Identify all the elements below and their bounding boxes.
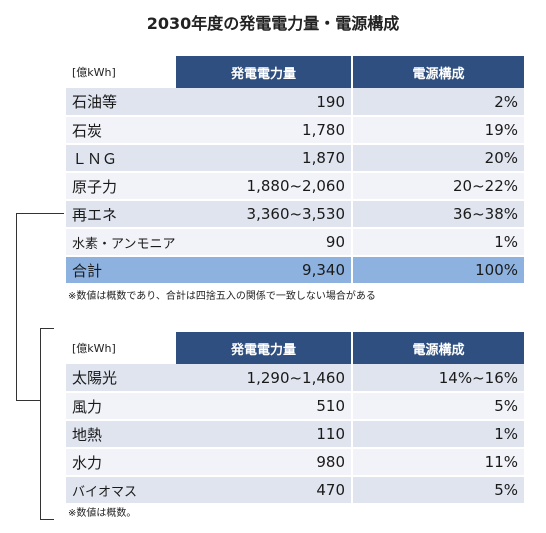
row-share: 1% <box>352 228 524 257</box>
row-name: バイオマス <box>66 476 176 505</box>
unit-label: [億kWh] <box>66 332 176 364</box>
table-row: 石炭 1,780 19% <box>66 116 524 145</box>
row-name: 石油等 <box>66 88 176 117</box>
row-name: 地熱 <box>66 420 176 449</box>
row-power: 1,870 <box>176 144 353 173</box>
table-header-row: [億kWh] 発電電力量 電源構成 <box>66 56 524 88</box>
row-share: 36~38% <box>352 200 524 229</box>
row-name: 原子力 <box>66 172 176 201</box>
row-power: 110 <box>176 420 353 449</box>
header-share: 電源構成 <box>352 332 524 364</box>
row-name: 再エネ <box>66 200 176 229</box>
bracket-connector <box>16 213 17 401</box>
row-share: 20~22% <box>352 172 524 201</box>
row-share: 11% <box>352 448 524 477</box>
table-row: 水力 980 11% <box>66 448 524 477</box>
total-share: 100% <box>352 256 524 285</box>
total-row: 合計 9,340 100% <box>66 256 524 285</box>
row-name: 水力 <box>66 448 176 477</box>
row-share: 20% <box>352 144 524 173</box>
unit-label: [億kWh] <box>66 56 176 88</box>
row-power: 1,880~2,060 <box>176 172 353 201</box>
header-power: 発電電力量 <box>176 56 353 88</box>
row-power: 980 <box>176 448 353 477</box>
table-row: 地熱 110 1% <box>66 420 524 449</box>
table2-note: ※数値は概数。 <box>68 508 137 519</box>
header-power: 発電電力量 <box>176 332 353 364</box>
power-mix-table: [億kWh] 発電電力量 電源構成 石油等 190 2% 石炭 1,780 19… <box>66 56 524 285</box>
row-power: 3,360~3,530 <box>176 200 353 229</box>
row-name: 太陽光 <box>66 364 176 393</box>
row-share: 1% <box>352 420 524 449</box>
total-name: 合計 <box>66 256 176 285</box>
bracket-breakdown <box>40 328 54 520</box>
row-power: 1,290~1,460 <box>176 364 353 393</box>
table-header-row: [億kWh] 発電電力量 電源構成 <box>66 332 524 364</box>
table-row: ＬＮＧ 1,870 20% <box>66 144 524 173</box>
row-share: 5% <box>352 476 524 505</box>
table-row: 石油等 190 2% <box>66 88 524 117</box>
row-name: 風力 <box>66 392 176 421</box>
row-name: ＬＮＧ <box>66 144 176 173</box>
bracket-top <box>16 213 64 214</box>
header-share: 電源構成 <box>352 56 524 88</box>
row-share: 5% <box>352 392 524 421</box>
row-power: 470 <box>176 476 353 505</box>
bracket-bottom <box>16 400 40 401</box>
row-share: 19% <box>352 116 524 145</box>
table-row: 原子力 1,880~2,060 20~22% <box>66 172 524 201</box>
table-row: 水素・アンモニア 90 1% <box>66 228 524 257</box>
table1-note: ※数値は概数であり、合計は四捨五入の関係で一致しない場合がある <box>68 291 376 302</box>
row-power: 510 <box>176 392 353 421</box>
table-row: バイオマス 470 5% <box>66 476 524 505</box>
row-name: 水素・アンモニア <box>66 228 176 257</box>
table-row: 太陽光 1,290~1,460 14%~16% <box>66 364 524 393</box>
row-power: 1,780 <box>176 116 353 145</box>
row-power: 90 <box>176 228 353 257</box>
row-share: 14%~16% <box>352 364 524 393</box>
total-power: 9,340 <box>176 256 353 285</box>
table-row: 風力 510 5% <box>66 392 524 421</box>
page-title: 2030年度の発電電力量・電源構成 <box>146 14 400 33</box>
table-row: 再エネ 3,360~3,530 36~38% <box>66 200 524 229</box>
renewables-breakdown-table: [億kWh] 発電電力量 電源構成 太陽光 1,290~1,460 14%~16… <box>66 332 524 505</box>
row-power: 190 <box>176 88 353 117</box>
row-share: 2% <box>352 88 524 117</box>
row-name: 石炭 <box>66 116 176 145</box>
